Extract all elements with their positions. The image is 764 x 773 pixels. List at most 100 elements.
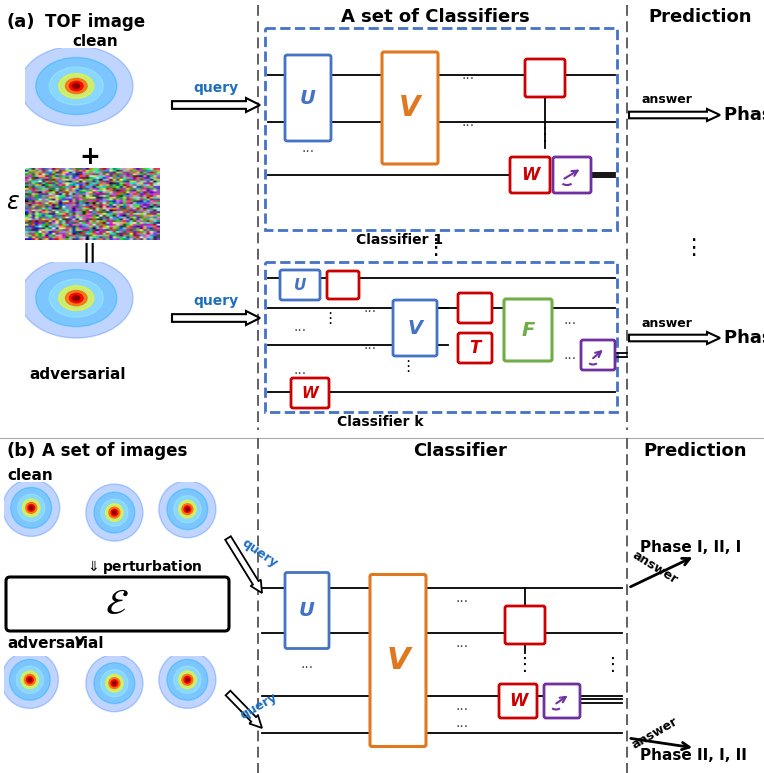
Polygon shape: [172, 98, 260, 112]
Polygon shape: [172, 311, 260, 325]
Circle shape: [179, 500, 196, 518]
Text: ...: ...: [300, 658, 313, 672]
Text: Phase II: Phase II: [724, 329, 764, 347]
Text: Phase II, I, II: Phase II, I, II: [640, 748, 747, 764]
Circle shape: [184, 676, 191, 683]
Polygon shape: [629, 109, 720, 121]
Circle shape: [28, 678, 31, 682]
Text: ...: ...: [461, 68, 474, 82]
Circle shape: [11, 488, 52, 528]
FancyBboxPatch shape: [327, 271, 359, 299]
FancyBboxPatch shape: [581, 340, 615, 370]
FancyBboxPatch shape: [393, 300, 437, 356]
Text: (a): (a): [7, 13, 35, 31]
Text: W: W: [302, 386, 319, 400]
Text: ...: ...: [563, 313, 577, 327]
Circle shape: [2, 479, 60, 536]
Text: ...: ...: [364, 301, 377, 315]
Circle shape: [111, 509, 118, 516]
FancyBboxPatch shape: [291, 378, 329, 408]
Circle shape: [173, 666, 201, 693]
Text: TOF image: TOF image: [45, 13, 145, 31]
Circle shape: [182, 504, 193, 515]
Circle shape: [105, 674, 123, 692]
Text: ⋮: ⋮: [604, 656, 622, 673]
Circle shape: [86, 655, 143, 712]
Circle shape: [59, 286, 94, 311]
Circle shape: [70, 81, 83, 90]
Text: ...: ...: [455, 591, 468, 605]
Circle shape: [50, 67, 103, 105]
Text: ...: ...: [455, 636, 468, 650]
FancyBboxPatch shape: [553, 157, 591, 193]
Text: V: V: [407, 318, 422, 338]
Text: clean: clean: [72, 34, 118, 49]
Circle shape: [73, 296, 79, 301]
Circle shape: [105, 504, 123, 522]
Text: $\mathcal{E}$: $\mathcal{E}$: [105, 587, 129, 621]
FancyBboxPatch shape: [458, 293, 492, 323]
Circle shape: [94, 662, 134, 703]
Text: U: U: [294, 278, 306, 292]
Text: answer: answer: [642, 317, 693, 330]
Circle shape: [20, 258, 133, 338]
Text: Classifier 1: Classifier 1: [357, 233, 444, 247]
Circle shape: [111, 679, 118, 686]
Circle shape: [167, 659, 208, 700]
Circle shape: [18, 494, 45, 522]
Circle shape: [159, 481, 216, 538]
FancyBboxPatch shape: [6, 577, 229, 631]
Circle shape: [109, 678, 120, 689]
Circle shape: [94, 492, 134, 533]
Circle shape: [173, 495, 201, 523]
Circle shape: [27, 676, 34, 683]
Polygon shape: [225, 691, 262, 728]
Text: Phase I: Phase I: [724, 106, 764, 124]
FancyBboxPatch shape: [504, 299, 552, 361]
Circle shape: [113, 682, 116, 685]
Circle shape: [86, 484, 143, 541]
Circle shape: [66, 291, 87, 305]
Text: ...: ...: [461, 115, 474, 129]
FancyBboxPatch shape: [285, 573, 329, 649]
FancyBboxPatch shape: [370, 574, 426, 747]
Circle shape: [2, 651, 58, 708]
Circle shape: [182, 674, 193, 685]
Circle shape: [36, 57, 117, 114]
Text: ...: ...: [293, 320, 306, 334]
FancyBboxPatch shape: [510, 157, 550, 193]
FancyBboxPatch shape: [505, 606, 545, 644]
Text: ...: ...: [364, 338, 377, 352]
Text: $\epsilon$: $\epsilon$: [6, 190, 20, 214]
Circle shape: [21, 671, 39, 689]
Circle shape: [22, 499, 40, 516]
Circle shape: [179, 671, 196, 689]
Circle shape: [28, 505, 34, 511]
Text: adversarial: adversarial: [30, 367, 126, 382]
Circle shape: [159, 651, 216, 708]
Text: Prediction: Prediction: [648, 8, 752, 26]
Text: query: query: [193, 294, 238, 308]
FancyBboxPatch shape: [280, 270, 320, 300]
Text: ⋮: ⋮: [516, 656, 534, 673]
Text: ⋮: ⋮: [322, 311, 338, 325]
Circle shape: [66, 78, 87, 94]
Circle shape: [24, 674, 35, 685]
Text: ⋮: ⋮: [682, 238, 704, 258]
Circle shape: [101, 669, 128, 696]
Circle shape: [59, 73, 94, 98]
Text: F: F: [521, 321, 535, 339]
Text: T: T: [469, 339, 481, 357]
Text: U: U: [300, 88, 316, 107]
Text: A set of Classifiers: A set of Classifiers: [341, 8, 529, 26]
Text: A set of images: A set of images: [42, 442, 188, 460]
Text: Prediction: Prediction: [643, 442, 746, 460]
Polygon shape: [629, 332, 720, 344]
Circle shape: [167, 489, 208, 530]
Text: answer: answer: [642, 93, 693, 106]
Circle shape: [50, 279, 103, 317]
FancyBboxPatch shape: [458, 333, 492, 363]
Text: Classifier: Classifier: [413, 442, 507, 460]
Text: clean: clean: [7, 468, 53, 483]
Circle shape: [30, 506, 33, 509]
